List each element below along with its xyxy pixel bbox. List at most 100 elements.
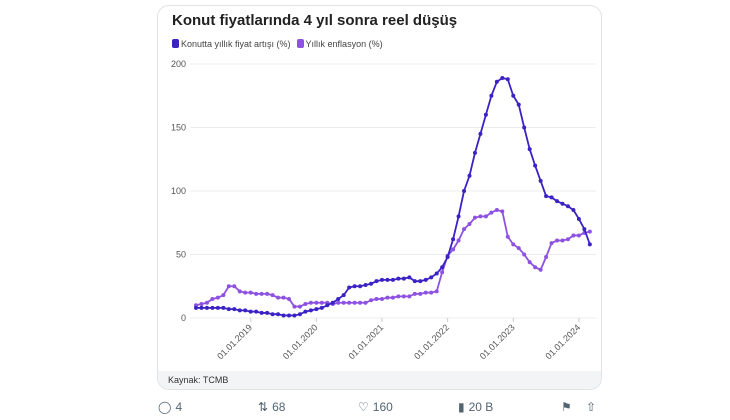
data-point [308, 300, 313, 305]
data-point [254, 309, 259, 314]
data-point [336, 300, 341, 305]
data-point [565, 237, 570, 242]
data-point [232, 284, 237, 289]
data-point [549, 241, 554, 246]
data-point [467, 173, 472, 178]
data-point [456, 214, 461, 219]
bookmark-button[interactable]: ⚑ [561, 400, 572, 414]
data-point [265, 291, 270, 296]
data-point [297, 304, 302, 309]
x-tick-label: 01.01.2020 [281, 322, 320, 361]
data-point [500, 75, 505, 80]
data-point [456, 238, 461, 243]
data-point [560, 238, 565, 243]
data-point [494, 79, 499, 84]
data-point [587, 242, 592, 247]
data-point [472, 150, 477, 155]
data-point [270, 312, 275, 317]
y-tick-label: 50 [176, 250, 186, 260]
y-tick-label: 0 [181, 313, 186, 323]
data-point [259, 291, 264, 296]
data-point [462, 189, 467, 193]
data-point [511, 242, 516, 247]
data-point [440, 270, 445, 275]
data-point [494, 208, 499, 213]
data-point [385, 277, 390, 282]
data-point [379, 296, 384, 301]
x-tick-label: 01.01.2022 [412, 322, 451, 361]
data-point [401, 294, 406, 299]
data-point [248, 309, 253, 314]
data-point [565, 204, 570, 209]
data-point [418, 279, 423, 284]
data-point [303, 302, 308, 307]
data-point [369, 298, 374, 303]
data-point [505, 77, 510, 82]
data-point [555, 199, 560, 204]
data-point [440, 265, 445, 270]
data-point [401, 276, 406, 281]
data-point [347, 285, 352, 290]
data-point [341, 293, 346, 298]
data-point [472, 215, 477, 220]
repost-button[interactable]: ⇅ 68 [258, 400, 286, 414]
data-point [379, 277, 384, 282]
data-point [390, 295, 395, 300]
data-point [587, 229, 592, 234]
share-icon: ⇧ [586, 400, 597, 414]
data-point [478, 214, 483, 219]
data-point [434, 289, 439, 294]
legend-item-inflation: Yıllık enflasyon (%) [296, 39, 383, 49]
data-point [286, 313, 291, 318]
data-point [358, 300, 363, 305]
data-point [533, 265, 538, 270]
data-point [511, 93, 516, 98]
data-point [292, 313, 297, 318]
data-point [516, 102, 521, 107]
data-point [429, 290, 434, 295]
x-tick-label: 01.01.2021 [346, 322, 385, 361]
data-point [544, 194, 549, 199]
data-point [527, 147, 532, 152]
data-point [374, 296, 379, 301]
data-point [407, 275, 412, 280]
data-point [576, 233, 581, 238]
data-point [308, 308, 313, 313]
data-point [451, 247, 456, 252]
data-point [270, 293, 275, 298]
data-point [215, 305, 220, 310]
data-point [418, 291, 423, 296]
data-point [221, 305, 226, 310]
data-point [467, 222, 472, 227]
data-point [243, 308, 248, 313]
data-point [505, 234, 510, 239]
views-button[interactable]: ▮ 20 B [458, 400, 494, 414]
like-button[interactable]: ♡ 160 [358, 400, 393, 414]
data-point [462, 227, 467, 232]
data-point [204, 300, 209, 305]
data-point [369, 281, 374, 286]
y-tick-label: 150 [171, 123, 186, 133]
reply-icon: ◯ [158, 400, 172, 414]
data-point [243, 290, 248, 295]
data-point [533, 163, 538, 168]
y-tick-label: 100 [171, 186, 186, 196]
data-point [423, 277, 428, 282]
chart-title: Konut fiyatlarında 4 yıl sonra reel düşü… [172, 12, 458, 29]
data-point [199, 305, 204, 310]
data-point [544, 255, 549, 260]
source-note: Kaynak: TCMB [158, 371, 601, 389]
data-point [276, 295, 281, 300]
data-point [199, 302, 204, 307]
data-point [549, 195, 554, 200]
data-point [336, 296, 341, 301]
share-button[interactable]: ⇧ [586, 400, 596, 414]
reply-button[interactable]: ◯ 4 [158, 400, 183, 414]
data-point [423, 290, 428, 295]
data-point [489, 210, 494, 215]
data-point [314, 300, 319, 305]
line-chart: 0 50 100 150 200 01.01.2019 01.01.2020 01.01.20… [171, 59, 596, 361]
data-point [204, 305, 209, 310]
x-tick-label: 01.01.2024 [543, 322, 582, 361]
data-point [319, 300, 324, 305]
